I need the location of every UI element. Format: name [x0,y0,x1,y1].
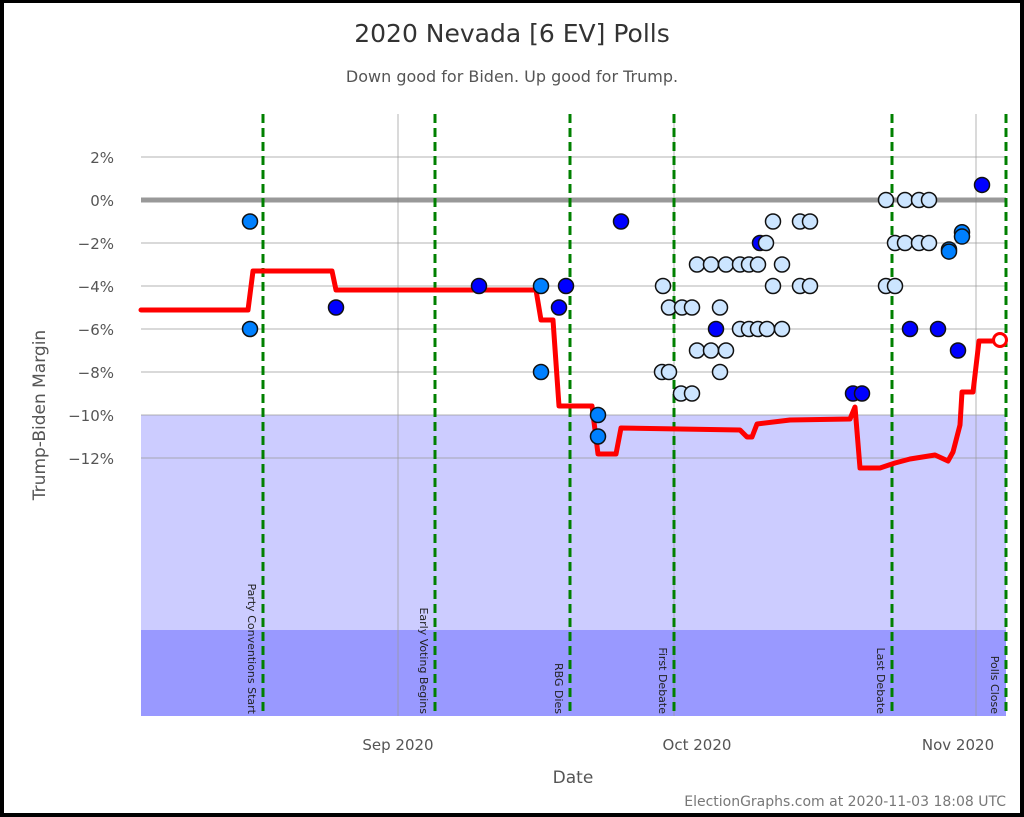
poll-dot [550,299,568,316]
poll-dot [589,428,607,445]
poll-dot [749,256,767,273]
y-tick-label: −10% [68,407,114,425]
poll-dot [532,363,550,381]
chart-svg: 2020 Nevada [6 EV] Polls Down good for B… [30,19,1008,810]
poll-dot [801,277,819,295]
y-axis-ticks: 2% 0% −2% −4% −6% −8% −10% −12% [68,149,114,468]
y-tick-label: −8% [78,364,114,382]
poll-dot [764,213,782,230]
y-tick-label: 2% [90,149,114,167]
poll-dot [853,385,871,402]
final-average-marker [992,332,1008,348]
y-tick-label: −4% [78,278,114,296]
poll-dot [764,277,782,295]
poll-dot [896,234,914,252]
event-markers: Party Conventions Start Early Voting Begi… [245,114,1008,716]
chart-frame: 2020 Nevada [6 EV] Polls Down good for B… [4,3,1020,813]
poll-dot [688,342,706,359]
poll-dot [901,320,919,338]
y-tick-label: −12% [68,450,114,468]
poll-dot [711,299,729,316]
poll-dot [532,277,550,295]
poll-dot [717,256,735,273]
poll-dot [327,299,345,316]
poll-dot [612,213,630,230]
event-label: Last Debate [874,648,887,715]
poll-dot [702,342,720,359]
poll-dot [241,320,259,338]
y-axis-label: Trump-Biden Margin [30,330,50,501]
poll-dot [660,363,678,381]
poll-dot [773,320,791,338]
poll-dot [470,277,488,295]
poll-dot [683,299,701,316]
weak-biden-band [141,415,1006,630]
poll-dot [654,277,672,295]
poll-dot [241,213,259,230]
x-axis-label: Date [553,768,594,788]
chart-subtitle: Down good for Biden. Up good for Trump. [346,67,678,86]
x-tick-sep: Sep 2020 [362,736,433,754]
poll-dot [589,406,607,424]
poll-dot [973,176,991,194]
event-label: Early Voting Begins [417,607,430,714]
poll-dot [953,228,971,245]
event-label: Polls Close [988,656,1001,715]
event-label: RBG Dies [552,663,565,714]
poll-dot [683,385,701,402]
poll-dot [920,191,938,209]
poll-dot [929,320,947,338]
poll-dot [688,256,706,273]
event-label: Party Conventions Start [245,583,258,714]
chart-title: 2020 Nevada [6 EV] Polls [354,19,670,48]
poll-dot [920,234,938,252]
poll-dot [940,243,958,260]
poll-dot [707,320,725,338]
poll-average-line [138,268,1003,471]
poll-dot [896,191,914,209]
y-tick-label: −2% [78,235,114,253]
poll-dot [877,191,895,209]
poll-dot [886,277,904,295]
x-tick-nov: Nov 2020 [922,736,994,754]
y-tick-label: −6% [78,321,114,339]
poll-dot [801,213,819,230]
poll-dot [702,256,720,273]
poll-dot [773,256,791,273]
event-label: First Debate [656,647,669,714]
poll-dot [711,363,729,381]
poll-dot [557,277,575,295]
y-tick-label: 0% [90,192,114,210]
poll-dot [757,234,775,252]
poll-dot [758,320,776,338]
credit-text: ElectionGraphs.com at 2020-11-03 18:08 U… [684,794,1006,810]
poll-markers [241,176,991,445]
strong-biden-band [141,630,1006,716]
poll-dot [717,342,735,359]
poll-dot [949,342,967,359]
x-tick-oct: Oct 2020 [663,736,732,754]
